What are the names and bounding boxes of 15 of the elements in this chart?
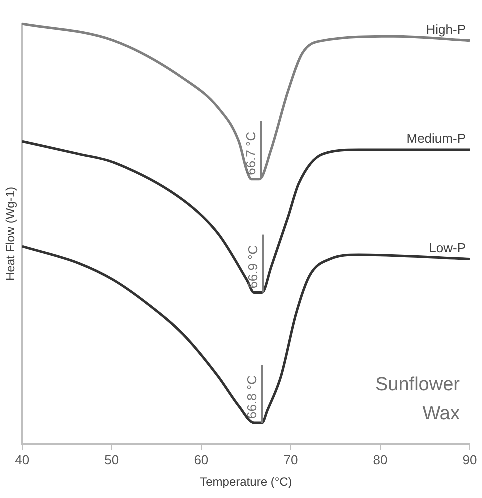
x-tick-label: 40 [15,452,30,468]
annotation: 66.9 °C [245,245,260,289]
annotation: 66.7 °C [243,132,258,176]
series-label: Low-P [429,240,466,256]
series-label: High-P [426,22,466,37]
x-axis-title: Temperature (°C) [200,475,292,490]
annotation: Sunflower Wax [376,374,461,425]
x-tick-label: 70 [284,452,298,468]
x-tick-label: 50 [104,452,120,468]
series-label: Medium-P [406,131,466,146]
x-tick-label: 80 [373,452,388,468]
y-axis-title: Heat Flow (Wg-1) [4,186,18,282]
x-tick-label: 90 [462,452,478,468]
annotation: 66.8 °C [244,375,260,419]
x-tick-label: 60 [194,452,209,468]
